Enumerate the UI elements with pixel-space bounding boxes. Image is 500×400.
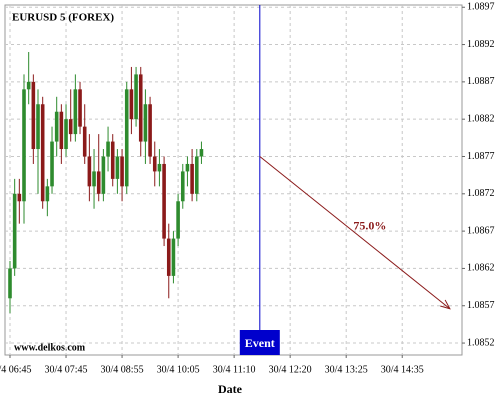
x-tick-label: 30/4 13:25 <box>325 364 368 375</box>
y-tick-label: 1.0867 <box>467 225 495 236</box>
candle-body <box>171 238 176 276</box>
candle-body <box>59 111 64 150</box>
plot-frame <box>4 4 463 356</box>
y-tick-label: 1.0897 <box>467 2 495 13</box>
y-tick-label: 1.0892 <box>467 39 495 50</box>
candle-body <box>190 163 194 194</box>
projection-arrowhead <box>440 299 451 310</box>
candle-body <box>194 156 199 194</box>
candle-body <box>22 89 26 202</box>
x-axis-label: Date <box>218 382 243 396</box>
x-tick-label: 30/4 08:55 <box>101 364 144 375</box>
x-tick-label: 30/4 06:45 <box>0 364 32 375</box>
candle-body <box>82 126 87 157</box>
candle-body <box>17 193 22 202</box>
candle-body <box>68 119 73 135</box>
candle-body <box>134 74 138 120</box>
candle-body <box>87 156 92 187</box>
candle-body <box>148 104 152 157</box>
y-tick-label: 1.0877 <box>467 151 495 162</box>
candle-body <box>73 89 78 135</box>
candle-body <box>185 163 190 172</box>
candle-body <box>26 81 31 90</box>
x-tick-label: 30/4 11:10 <box>213 364 256 375</box>
candle-body <box>40 104 45 202</box>
y-tick-label: 1.0862 <box>467 263 495 274</box>
candle-body <box>92 171 96 187</box>
candle-body <box>115 156 120 179</box>
projection-line <box>259 156 451 310</box>
candle-body <box>31 81 36 150</box>
candle-body <box>143 104 148 142</box>
candle-body <box>110 141 115 179</box>
y-tick-label: 1.0882 <box>467 113 495 124</box>
candle-body <box>199 149 204 157</box>
chart-title: EURUSD 5 (FOREX) <box>12 12 114 24</box>
candle-body <box>180 171 185 202</box>
candle-body <box>157 163 162 172</box>
candle-body <box>152 156 157 172</box>
candle-body <box>101 156 106 194</box>
candle-body <box>120 156 124 187</box>
candle-body <box>124 89 129 187</box>
x-tick-label: 30/4 07:45 <box>44 364 87 375</box>
y-tick-label: 1.0857 <box>467 300 495 311</box>
event-box <box>239 330 280 355</box>
y-tick-label: 1.0887 <box>467 76 495 87</box>
x-tick-label: 30/4 14:35 <box>381 364 424 375</box>
candle-body <box>78 89 82 127</box>
candle-body <box>45 186 50 202</box>
candle-body <box>12 193 17 269</box>
candle-body <box>138 74 143 142</box>
x-tick-label: 30/4 10:05 <box>157 364 200 375</box>
candle-body <box>50 141 54 187</box>
projection-label: 75.0% <box>353 218 386 232</box>
candle-body <box>96 171 101 194</box>
x-tick-label: 30/4 12:20 <box>269 364 312 375</box>
watermark: www.delkos.com <box>14 342 86 353</box>
y-tick-label: 1.0872 <box>467 188 495 199</box>
candle-body <box>106 141 110 157</box>
candle-body <box>36 104 40 150</box>
candle-body <box>64 119 68 150</box>
candle-body <box>166 238 171 276</box>
candle-body <box>129 89 134 120</box>
candle-body <box>176 201 180 239</box>
candle-body <box>8 268 12 299</box>
event-label: Event <box>245 336 275 350</box>
candle-body <box>54 111 59 142</box>
y-tick-label: 1.0852 <box>467 337 495 348</box>
candle-body <box>162 163 166 239</box>
